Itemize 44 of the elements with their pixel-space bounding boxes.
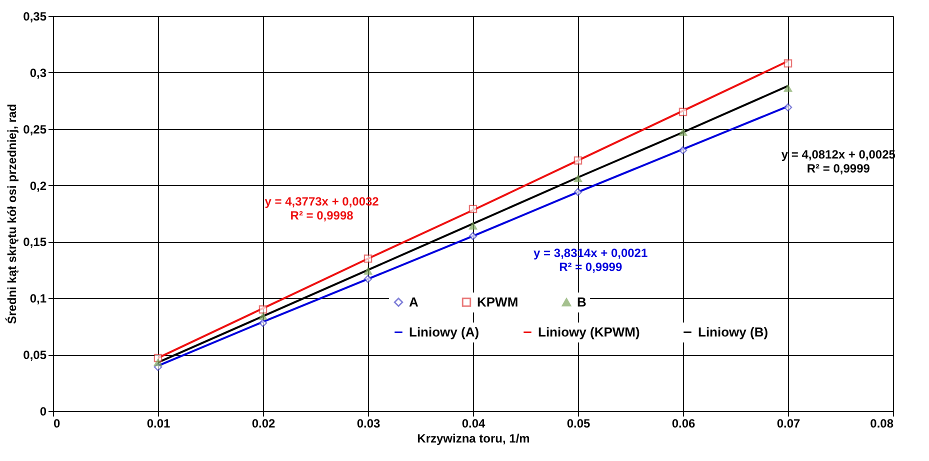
y-tick-label: 0,2 xyxy=(30,178,47,193)
y-axis-title: Średni kąt skrętu kół osi przedniej, rad xyxy=(5,104,20,324)
point xyxy=(258,312,268,320)
legend-label: Liniowy (A) xyxy=(409,324,480,340)
x-tick-label: 0.08 xyxy=(870,416,894,430)
x-tick-label: 0.03 xyxy=(356,416,380,430)
point xyxy=(784,84,792,92)
point xyxy=(364,274,372,284)
point xyxy=(364,254,372,263)
legend-label: Liniowy (B) xyxy=(698,324,768,340)
point xyxy=(678,128,688,136)
legend-label: KPWM xyxy=(477,294,518,310)
x-axis-title: Krzywizna toru, 1/m xyxy=(417,432,530,446)
y-tick-label: 0,15 xyxy=(23,235,47,250)
y-tick-label: 0,35 xyxy=(23,10,47,24)
point xyxy=(678,108,688,116)
y-tick-label: 0,05 xyxy=(23,348,47,362)
point xyxy=(678,146,688,154)
point xyxy=(364,267,372,275)
point xyxy=(574,156,582,165)
x-tick-label: 0.04 xyxy=(462,416,486,430)
x-tick-label: 0.02 xyxy=(252,416,276,430)
point xyxy=(258,305,268,314)
point xyxy=(468,204,478,214)
legend-label: Liniowy (KPWM) xyxy=(538,324,640,340)
x-tick-label: 0.07 xyxy=(776,416,800,430)
point xyxy=(574,188,582,196)
y-tick-label: 0,25 xyxy=(23,122,47,136)
x-tick-label: 0.05 xyxy=(566,416,590,430)
x-tick-label: 0.01 xyxy=(146,416,170,430)
point xyxy=(784,59,792,68)
y-tick-label: 0,3 xyxy=(30,66,47,80)
legend-label: B xyxy=(577,294,586,310)
x-tick-label: 0.06 xyxy=(672,416,696,430)
point xyxy=(468,232,478,240)
x-tick-label: 0 xyxy=(54,416,60,430)
point xyxy=(258,318,268,328)
y-tick-label: 0,1 xyxy=(30,292,47,306)
point xyxy=(574,174,582,182)
point xyxy=(154,358,162,366)
point xyxy=(468,222,478,230)
legend-label: A xyxy=(409,294,419,310)
point xyxy=(784,103,792,112)
y-tick-label: 0 xyxy=(40,404,47,418)
